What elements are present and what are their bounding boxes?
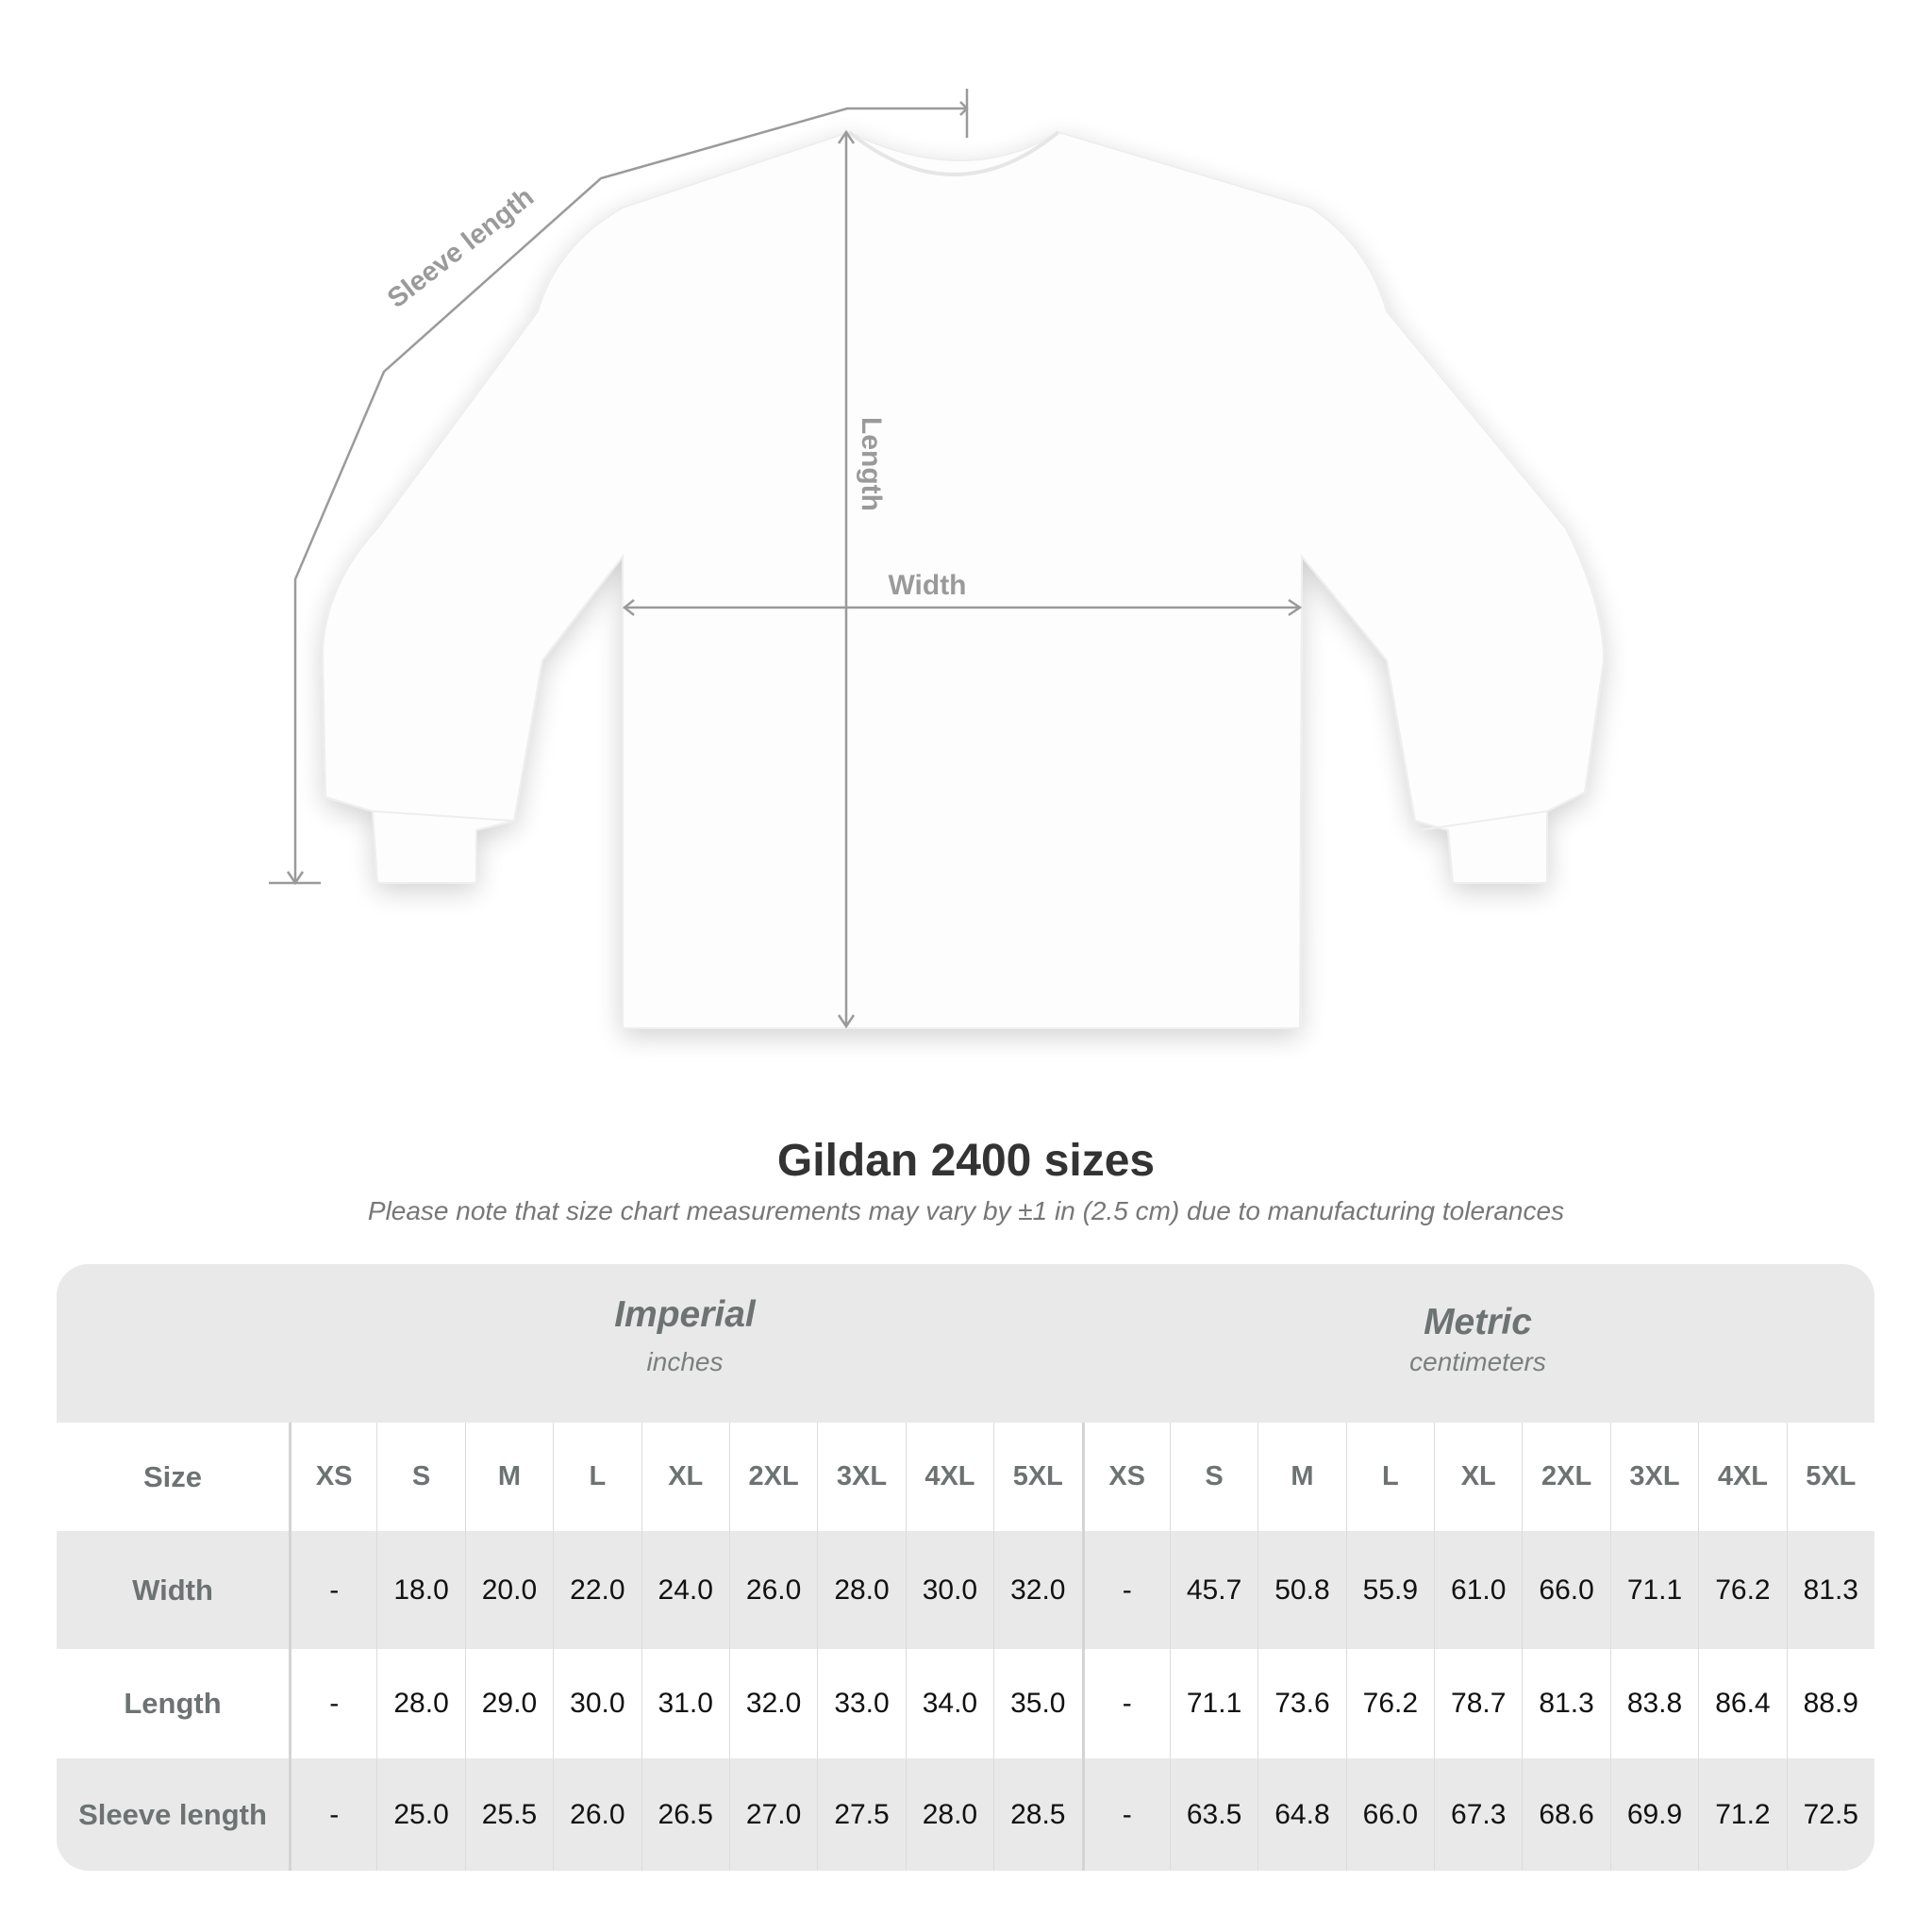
imperial-value-cell: - [289, 1531, 376, 1649]
metric-value-cell: 45.7 [1169, 1531, 1257, 1649]
metric-size-header: 4XL [1698, 1423, 1786, 1531]
imperial-value-cell: 25.5 [464, 1758, 553, 1871]
row-label: Length [124, 1687, 222, 1720]
metric-value-cell: 71.1 [1169, 1649, 1257, 1758]
metric-unit: centimeters [1409, 1347, 1546, 1376]
table-row: Length -28.0 29.0 30.0 31.0 32.0 33.0 34.0 35.0-… [57, 1649, 1874, 1758]
imperial-value-cell: 18.0 [376, 1531, 464, 1649]
imperial-value-cell: 32.0 [993, 1531, 1081, 1649]
metric-size-header: S [1169, 1423, 1257, 1531]
imperial-value-cell: 27.5 [817, 1758, 905, 1871]
imperial-value-cell: 28.5 [993, 1758, 1081, 1871]
imperial-title: Imperial [614, 1294, 756, 1335]
imperial-value-cell: 34.0 [905, 1649, 993, 1758]
imperial-value-cell: 29.0 [464, 1649, 553, 1758]
metric-size-header: 2XL [1522, 1423, 1609, 1531]
sleeve-length-label: Sleeve length [382, 182, 540, 314]
metric-value-cell: 86.4 [1698, 1649, 1786, 1758]
metric-size-header: M [1257, 1423, 1345, 1531]
imperial-size-header: 4XL [905, 1423, 993, 1531]
metric-value-cell: 81.3 [1522, 1649, 1609, 1758]
metric-value-cell: 71.1 [1609, 1531, 1698, 1649]
metric-value-cell: - [1081, 1649, 1170, 1758]
row-label: Width [132, 1573, 213, 1607]
metric-value-cell: 66.0 [1522, 1531, 1609, 1649]
metric-value-cell: 88.9 [1786, 1649, 1874, 1758]
size-header-row: Size XS S M L XL 2XL 3XL 4XL 5XL XS S M L XL 2XL 3XL 4XL 5… [57, 1423, 1874, 1531]
page-title: Gildan 2400 sizes [776, 1136, 1156, 1186]
metric-value-cell: - [1081, 1531, 1170, 1649]
metric-value-cell: 63.5 [1169, 1758, 1257, 1871]
metric-value-cell: 81.3 [1786, 1531, 1874, 1649]
metric-value-cell: 78.7 [1434, 1649, 1522, 1758]
imperial-value-cell: - [289, 1649, 376, 1758]
imperial-value-cell: - [289, 1758, 376, 1871]
row-label: Sleeve length [78, 1797, 267, 1831]
imperial-value-cell: 31.0 [641, 1649, 729, 1758]
size-table: Imperial inches Metric centimeters Size X… [57, 1264, 1874, 1871]
metric-value-cell: 72.5 [1786, 1758, 1874, 1871]
metric-value-cell: - [1081, 1758, 1170, 1871]
imperial-value-cell: 26.0 [553, 1758, 641, 1871]
imperial-group-header: Imperial inches [289, 1294, 1081, 1377]
imperial-value-cell: 26.0 [728, 1531, 817, 1649]
imperial-size-header: XS [289, 1423, 376, 1531]
imperial-value-cell: 25.0 [376, 1758, 464, 1871]
imperial-size-header: S [376, 1423, 464, 1531]
metric-value-cell: 76.2 [1345, 1649, 1434, 1758]
imperial-size-header: 2XL [728, 1423, 817, 1531]
metric-value-cell: 68.6 [1522, 1758, 1609, 1871]
metric-size-header: 5XL [1786, 1423, 1874, 1531]
imperial-value-cell: 28.0 [376, 1649, 464, 1758]
imperial-value-cell: 24.0 [641, 1531, 729, 1649]
shirt-measurement-diagram: Sleeve length Length Width [269, 89, 1606, 1029]
imperial-size-header: L [553, 1423, 641, 1531]
imperial-size-header: XL [641, 1423, 729, 1531]
metric-value-cell: 76.2 [1698, 1531, 1786, 1649]
imperial-unit: inches [646, 1347, 724, 1376]
metric-size-header: XL [1434, 1423, 1522, 1531]
metric-value-cell: 64.8 [1257, 1758, 1345, 1871]
metric-value-cell: 69.9 [1609, 1758, 1698, 1871]
metric-value-cell: 55.9 [1345, 1531, 1434, 1649]
metric-size-header: 3XL [1609, 1423, 1698, 1531]
metric-group-header: Metric centimeters [1081, 1302, 1874, 1377]
length-label: Length [856, 417, 887, 511]
imperial-value-cell: 22.0 [553, 1531, 641, 1649]
width-label: Width [888, 570, 966, 601]
metric-size-header: L [1345, 1423, 1434, 1531]
imperial-value-cell: 30.0 [905, 1531, 993, 1649]
imperial-value-cell: 32.0 [728, 1649, 817, 1758]
size-header-label: Size [142, 1459, 203, 1493]
shirt-image [321, 130, 1606, 1029]
imperial-size-header: 5XL [993, 1423, 1081, 1531]
metric-value-cell: 50.8 [1257, 1531, 1345, 1649]
tolerance-note: Please note that size chart measurements… [367, 1196, 1565, 1225]
measurement-lines [269, 89, 1303, 1029]
imperial-value-cell: 27.0 [728, 1758, 817, 1871]
metric-value-cell: 61.0 [1434, 1531, 1522, 1649]
metric-value-cell: 66.0 [1345, 1758, 1434, 1871]
imperial-value-cell: 28.0 [817, 1531, 905, 1649]
metric-value-cell: 73.6 [1257, 1649, 1345, 1758]
imperial-value-cell: 26.5 [641, 1758, 729, 1871]
imperial-value-cell: 30.0 [553, 1649, 641, 1758]
metric-title: Metric [1424, 1302, 1532, 1342]
metric-value-cell: 83.8 [1609, 1649, 1698, 1758]
imperial-value-cell: 20.0 [464, 1531, 553, 1649]
imperial-value-cell: 35.0 [993, 1649, 1081, 1758]
imperial-size-header: M [464, 1423, 553, 1531]
metric-value-cell: 67.3 [1434, 1758, 1522, 1871]
table-row: Width -18.0 20.0 22.0 24.0 26.0 28.0 30.0 32.0-4… [57, 1531, 1874, 1649]
imperial-value-cell: 33.0 [817, 1649, 905, 1758]
sleeve-length-line [293, 107, 967, 881]
imperial-value-cell: 28.0 [905, 1758, 993, 1871]
metric-value-cell: 71.2 [1698, 1758, 1786, 1871]
table-row: Sleeve length -25.0 25.5 26.0 26.5 27.0 27.5 28… [57, 1758, 1874, 1871]
imperial-size-header: 3XL [817, 1423, 905, 1531]
metric-size-header: XS [1081, 1423, 1170, 1531]
